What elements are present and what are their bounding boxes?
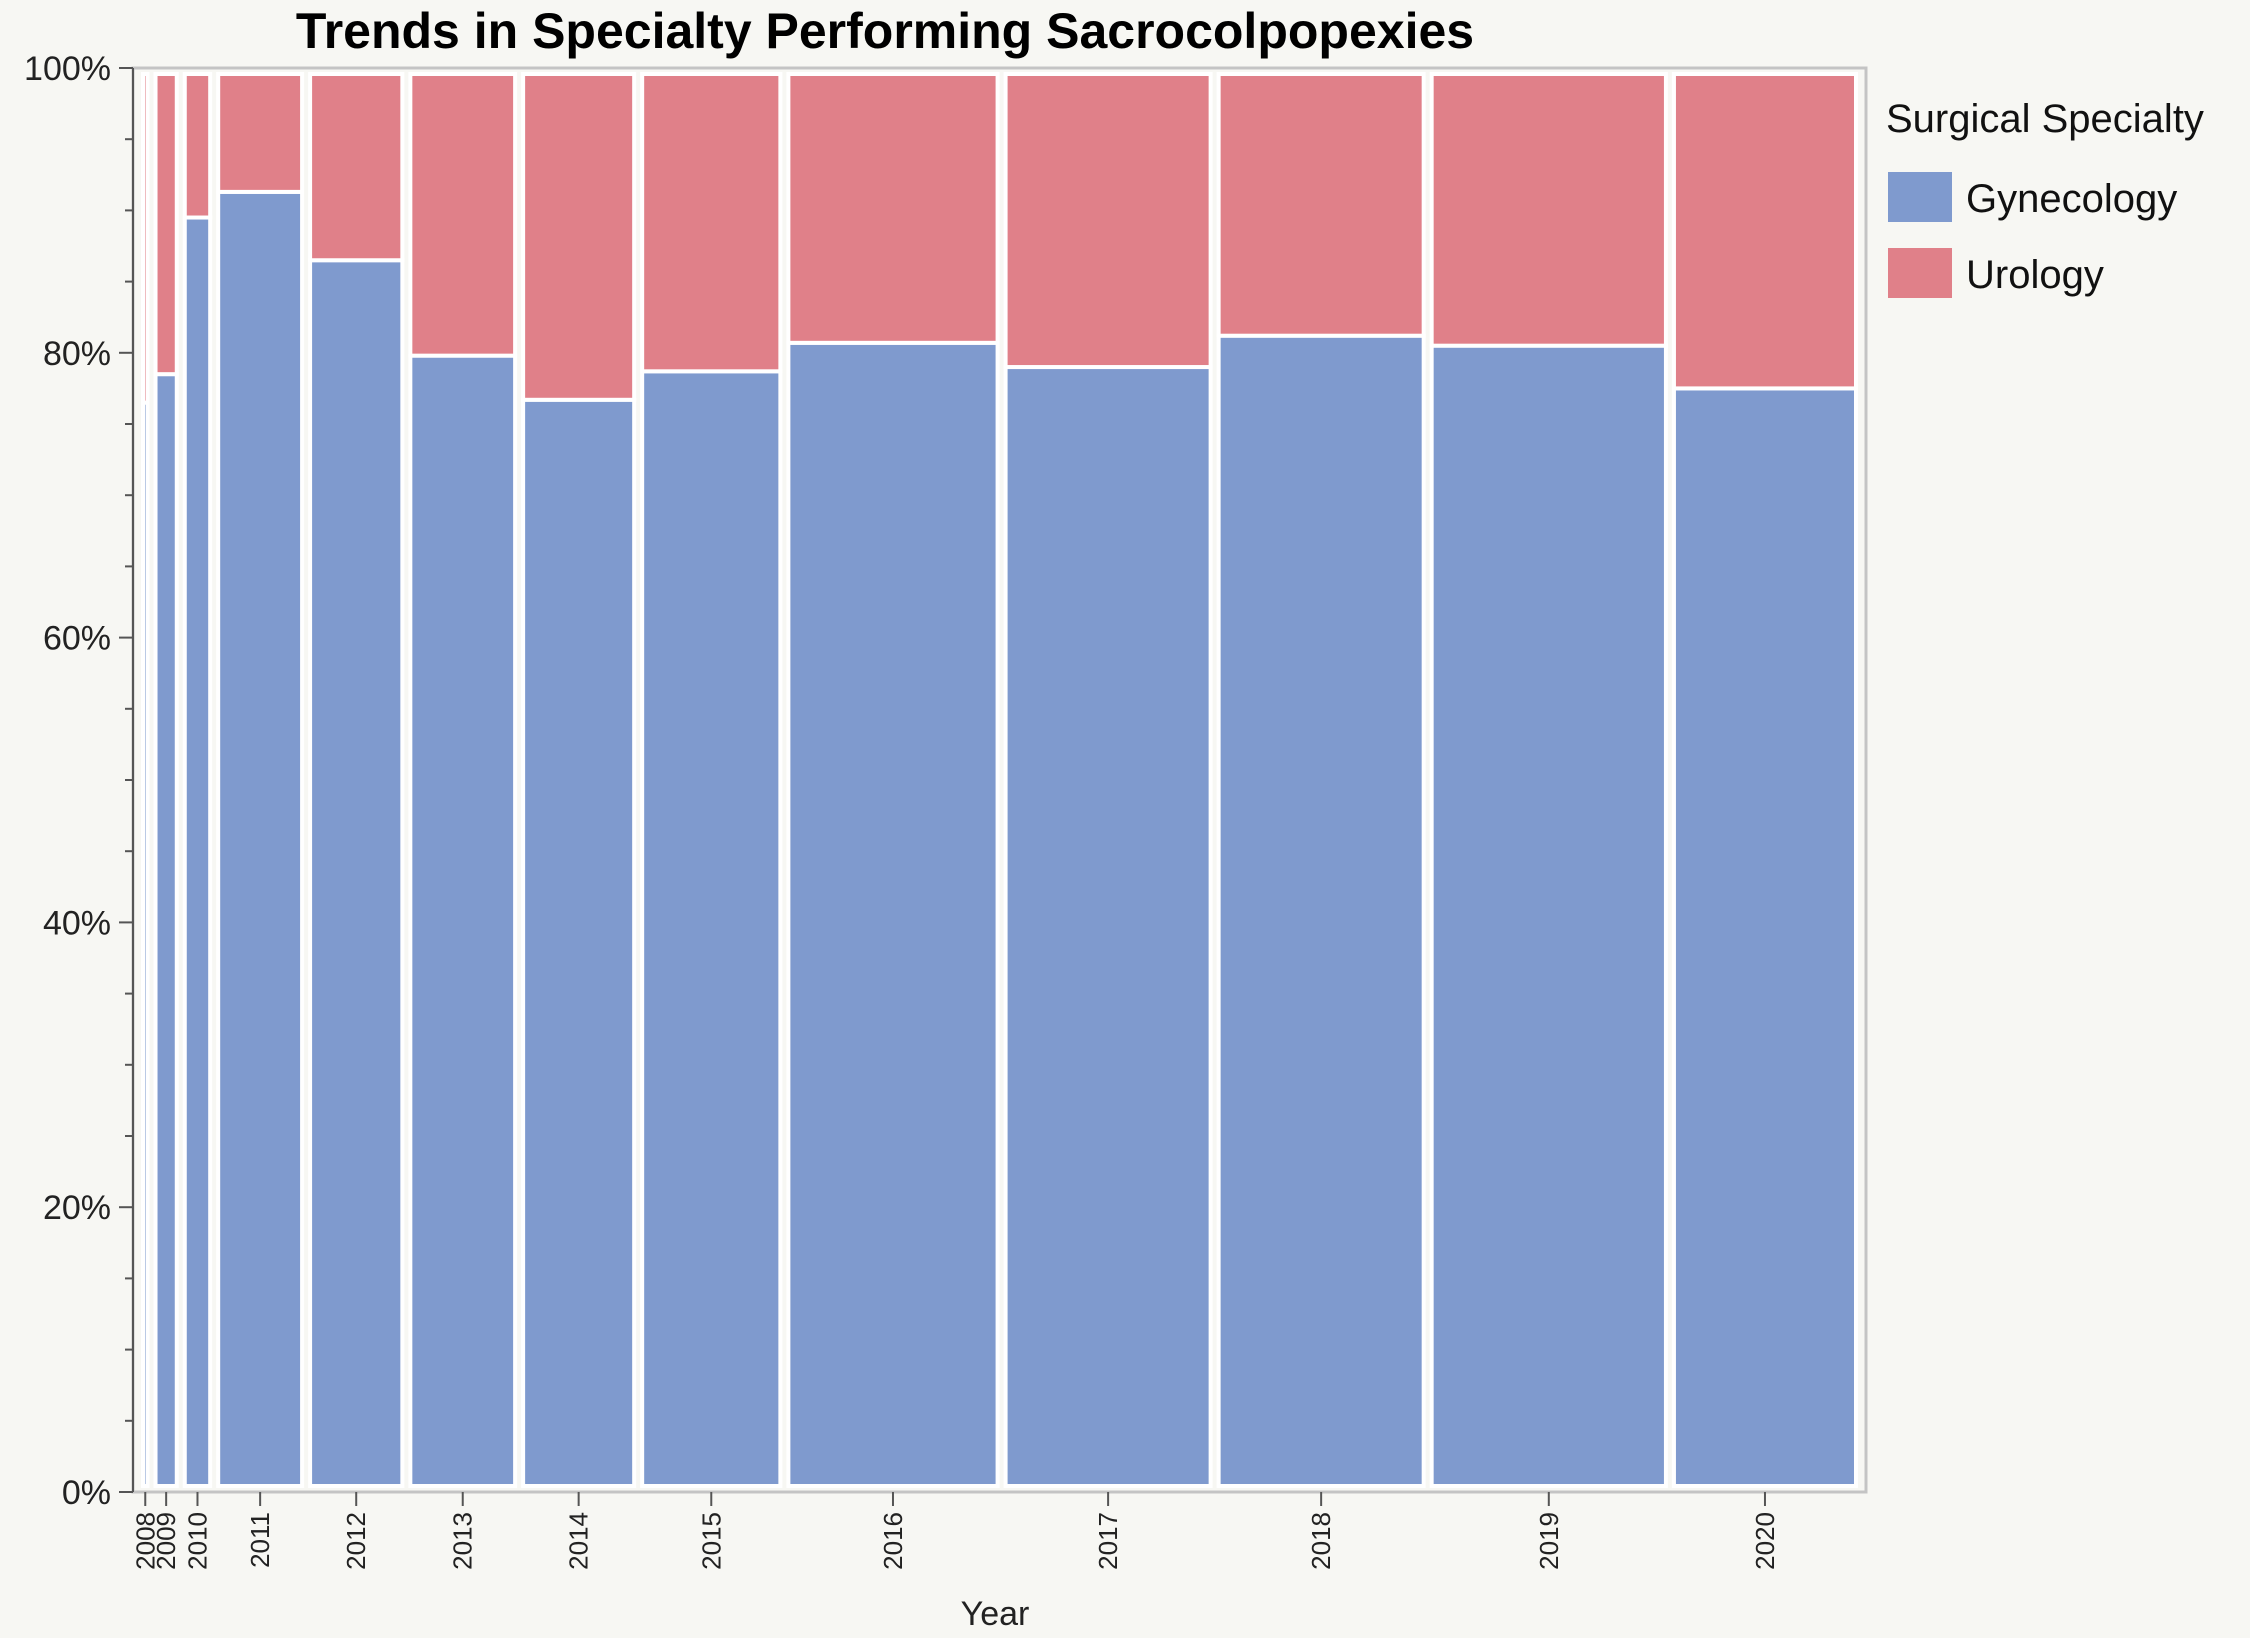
legend-label-gynecology: Gynecology [1966, 177, 2177, 221]
bar-segment-gynecology-2009 [153, 372, 179, 1488]
x-tick-label-2011: 2011 [245, 1512, 275, 1568]
bar-segment-gynecology-2014 [521, 397, 637, 1488]
x-tick-label-2019: 2019 [1534, 1512, 1564, 1570]
bar-segment-gynecology-2010 [182, 215, 213, 1488]
plot-area [131, 66, 1868, 1494]
bar-segment-urology-2011 [216, 72, 305, 194]
bar-segment-gynecology-2020 [1671, 386, 1858, 1488]
bar-segment-gynecology-2011 [216, 189, 305, 1488]
bar-segment-urology-2013 [408, 72, 518, 358]
y-tick-label-5: 100% [24, 50, 111, 88]
legend-title: Surgical Specialty [1886, 97, 2204, 141]
bar-segment-gynecology-2013 [408, 353, 518, 1488]
x-tick-label-2017: 2017 [1093, 1512, 1123, 1570]
bar-segment-urology-2015 [640, 72, 783, 374]
bar-segment-urology-2009 [153, 72, 179, 377]
x-axis-label: Year [961, 1595, 1030, 1633]
bar-segment-urology-2012 [308, 72, 405, 263]
x-tick-label-2020: 2020 [1750, 1512, 1780, 1570]
y-tick-label-3: 60% [43, 620, 111, 658]
bar-segment-gynecology-2019 [1429, 343, 1668, 1488]
bar-segment-gynecology-2016 [786, 340, 1000, 1489]
legend-label-urology: Urology [1966, 253, 2104, 297]
bar-segment-urology-2018 [1216, 72, 1426, 338]
x-tick-label-2018: 2018 [1306, 1512, 1336, 1570]
bar-segment-urology-2010 [182, 72, 213, 220]
y-tick-label-0: 0% [62, 1474, 111, 1512]
bar-segment-urology-2008 [141, 72, 150, 405]
bar-segment-gynecology-2012 [308, 258, 405, 1488]
bar-segment-urology-2017 [1003, 72, 1213, 370]
bar-segment-gynecology-2017 [1003, 365, 1213, 1488]
x-tick-label-2012: 2012 [341, 1512, 371, 1570]
legend: Surgical Specialty Gynecology Urology [1886, 97, 2204, 298]
x-tick-label-2015: 2015 [696, 1512, 726, 1570]
y-tick-label-4: 80% [43, 335, 111, 373]
y-tick-label-2: 40% [43, 904, 111, 942]
legend-swatch-urology [1888, 248, 1952, 298]
bar-segment-urology-2016 [786, 72, 1000, 345]
x-tick-label-2016: 2016 [878, 1512, 908, 1570]
bar-segment-gynecology-2018 [1216, 333, 1426, 1489]
x-tick-label-2008: 2008 [130, 1512, 160, 1570]
chart-title: Trends in Specialty Performing Sacrocolp… [296, 3, 1474, 59]
x-tick-label-2010: 2010 [182, 1512, 212, 1570]
bar-segment-gynecology-2008 [141, 400, 150, 1488]
legend-swatch-gynecology [1888, 172, 1952, 222]
y-axis: 0% 20% 40% 60% 80% 100% [24, 50, 134, 1512]
y-tick-label-1: 20% [43, 1189, 111, 1227]
bar-segment-urology-2014 [521, 72, 637, 402]
bar-segment-gynecology-2015 [640, 369, 783, 1488]
bar-segment-urology-2019 [1429, 72, 1668, 348]
x-tick-label-2014: 2014 [564, 1512, 594, 1570]
bar-segment-urology-2020 [1671, 72, 1858, 391]
x-tick-label-2013: 2013 [448, 1512, 478, 1570]
x-tick-label-2009: 2009 [151, 1512, 181, 1570]
